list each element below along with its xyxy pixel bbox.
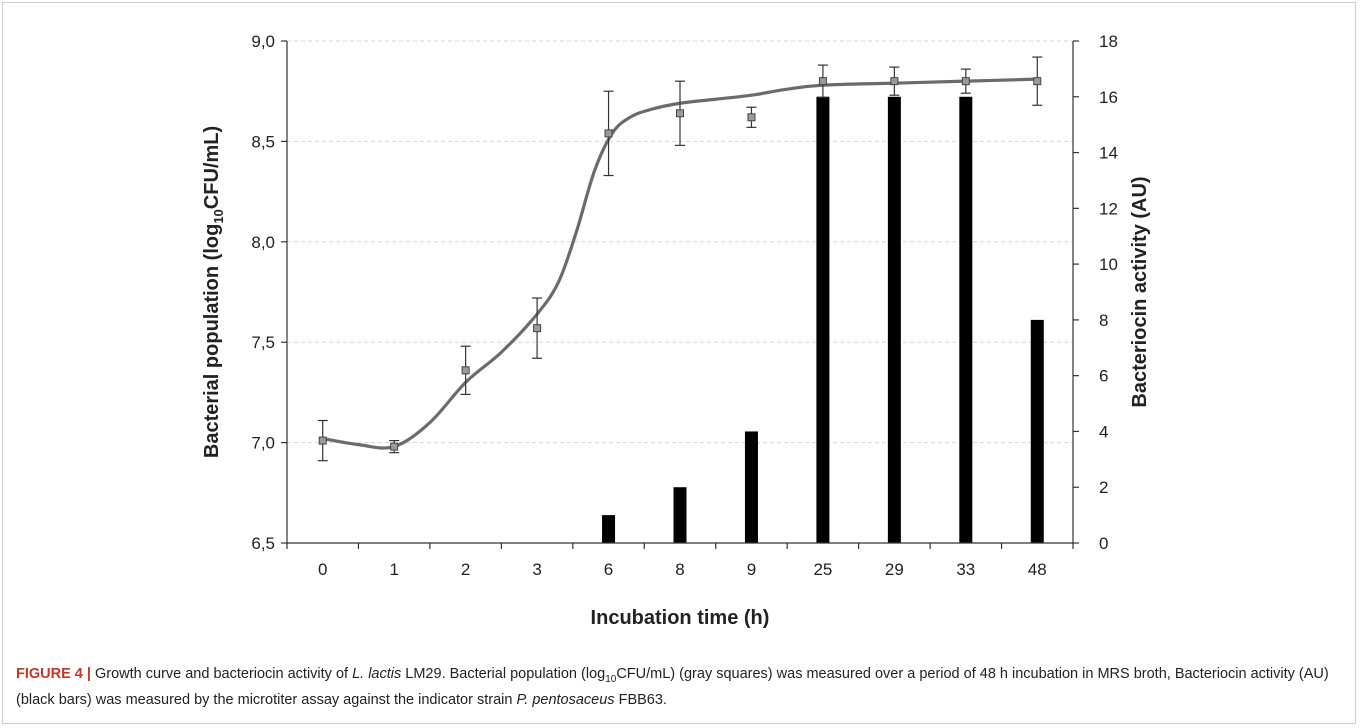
x-axis-title: Incubation time (h) bbox=[591, 607, 770, 629]
y-right-tick-label-7: 14 bbox=[1099, 144, 1118, 163]
population-point-1 bbox=[389, 439, 400, 454]
square-marker bbox=[390, 442, 399, 451]
caption-subscript: 10 bbox=[605, 673, 617, 685]
x-tick-label-29: 29 bbox=[885, 560, 904, 579]
square-marker bbox=[890, 77, 899, 86]
activity-bar-9 bbox=[744, 431, 758, 543]
square-marker bbox=[676, 109, 684, 118]
y-left-tick-label-3: 8,0 bbox=[251, 233, 275, 252]
population-point-48 bbox=[1032, 56, 1043, 106]
y-left-axis-title: Bacterial population (log10CFU/mL) bbox=[201, 126, 226, 458]
data-points bbox=[317, 56, 1043, 462]
activity-bar-48 bbox=[1030, 319, 1044, 543]
y-right-axis-title: Bacteriocin activity (AU) bbox=[1129, 176, 1151, 407]
y-right-tick-label-2: 4 bbox=[1099, 422, 1108, 441]
square-marker bbox=[961, 77, 970, 86]
y-right-tick-label-0: 0 bbox=[1099, 534, 1108, 553]
activity-bar-6 bbox=[602, 515, 616, 543]
population-point-3 bbox=[532, 297, 543, 359]
population-point-25 bbox=[817, 64, 828, 98]
y-left-tick-label-5: 9,0 bbox=[251, 32, 275, 51]
y-right-tick-label-4: 8 bbox=[1099, 311, 1108, 330]
x-tick-label-0: 0 bbox=[318, 560, 327, 579]
caption-text-2: LM29. Bacterial population (log bbox=[401, 666, 606, 682]
activity-bar-8 bbox=[673, 487, 687, 543]
y-left-tick-label-0: 6,5 bbox=[251, 534, 275, 553]
y-right-tick-label-8: 16 bbox=[1099, 88, 1118, 107]
x-tick-label-2: 2 bbox=[461, 560, 470, 579]
square-marker bbox=[818, 77, 827, 86]
square-marker bbox=[461, 366, 470, 375]
square-marker bbox=[747, 113, 756, 122]
x-tick-label-6: 6 bbox=[604, 560, 613, 579]
caption-text-4: FBB63. bbox=[614, 691, 667, 708]
population-point-9 bbox=[746, 106, 757, 128]
y-right-tick-label-5: 10 bbox=[1099, 255, 1118, 274]
x-tick-label-25: 25 bbox=[813, 560, 832, 579]
x-tick-label-1: 1 bbox=[389, 560, 398, 579]
bars bbox=[602, 96, 1044, 544]
square-marker bbox=[604, 129, 613, 138]
x-tick-label-33: 33 bbox=[956, 560, 975, 579]
population-point-33 bbox=[960, 68, 971, 94]
activity-bar-33 bbox=[959, 96, 973, 544]
x-tick-label-8: 8 bbox=[675, 560, 684, 579]
figure-caption: FIGURE 4 | Growth curve and bacteriocin … bbox=[16, 664, 1336, 711]
y-right-tick-label-6: 12 bbox=[1099, 199, 1118, 218]
y-right-tick-label-1: 2 bbox=[1099, 478, 1108, 497]
square-marker bbox=[318, 436, 327, 445]
caption-text-1: Growth curve and bacteriocin activity of bbox=[90, 666, 353, 682]
square-marker bbox=[533, 324, 542, 333]
axes bbox=[281, 40, 1079, 549]
x-tick-label-9: 9 bbox=[747, 560, 756, 579]
y-left-tick-label-4: 8,5 bbox=[251, 132, 275, 151]
activity-bar-29 bbox=[887, 96, 901, 544]
y-left-tick-label-2: 7,5 bbox=[251, 333, 275, 352]
y-right-tick-label-3: 6 bbox=[1099, 367, 1108, 386]
population-point-8 bbox=[675, 80, 685, 147]
x-tick-label-48: 48 bbox=[1028, 560, 1047, 579]
caption-text-3: CFU/mL) (gray squares) was measured over… bbox=[16, 666, 1329, 708]
population-point-0 bbox=[317, 419, 328, 462]
population-point-6 bbox=[603, 90, 614, 177]
caption-label: FIGURE 4 | bbox=[16, 666, 91, 682]
population-point-2 bbox=[460, 345, 471, 396]
y-right-tick-label-9: 18 bbox=[1099, 32, 1118, 51]
population-point-29 bbox=[889, 66, 900, 96]
activity-bar-25 bbox=[816, 96, 830, 544]
square-marker bbox=[1033, 77, 1042, 86]
caption-species-1: L. lactis bbox=[352, 666, 402, 682]
y-left-tick-label-1: 7,0 bbox=[251, 434, 275, 453]
x-tick-label-3: 3 bbox=[532, 560, 541, 579]
caption-species-2: P. pentosaceus bbox=[516, 691, 615, 708]
